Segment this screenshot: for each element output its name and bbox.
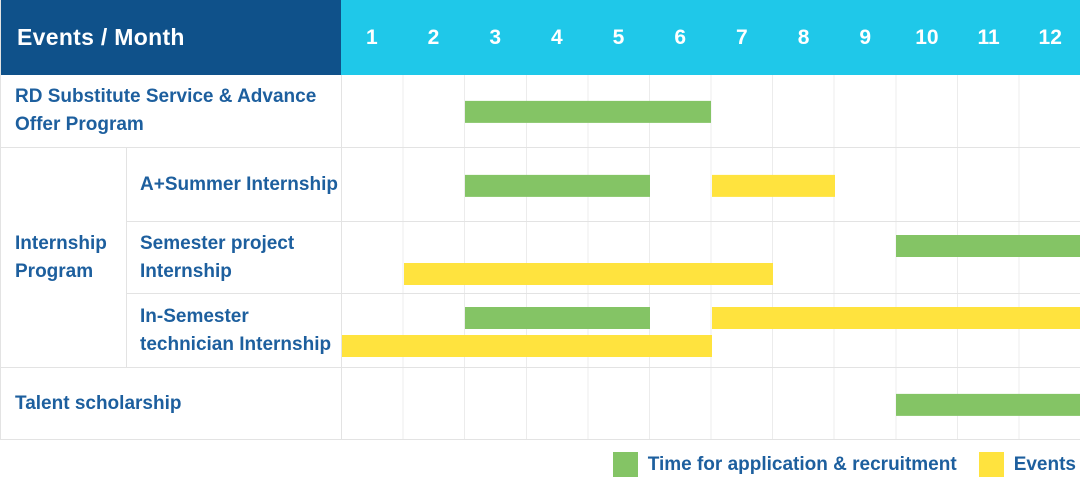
schedule-table: Events / Month 1 2 3 4 5 6 7 8 9 10 11 12 RD Substi…: [0, 0, 1080, 440]
row-label-in-semester-technician-internship: In-Semester technician Internship: [126, 294, 341, 368]
legend-item-events: Events: [978, 452, 1076, 477]
gantt-bar-application_recruitment: [896, 393, 1080, 416]
month-header-8: 8: [797, 25, 810, 49]
gantt-bar-application_recruitment: [465, 174, 650, 197]
month-header-6: 6: [674, 25, 687, 49]
table-header-title: Events / Month: [17, 24, 185, 50]
month-header-11: 11: [977, 25, 1000, 49]
row-label-rd-substitute-service: RD Substitute Service & Advance Offer Pr…: [1, 75, 341, 148]
gantt-bar-events: [403, 263, 774, 285]
row-label-talent-scholarship: Talent scholarship: [1, 368, 341, 440]
month-header-7: 7: [736, 25, 748, 49]
group-label-internship-program: Internship Program: [1, 148, 126, 368]
month-header-4: 4: [551, 25, 563, 49]
gantt-bar-application_recruitment: [465, 100, 712, 123]
legend-label-application-recruitment: Time for application & recruitment: [647, 453, 957, 475]
chart-row-in-semester-technician-internship: [341, 294, 1080, 368]
month-header-row: 1 2 3 4 5 6 7 8 9 10 11 12: [341, 0, 1080, 75]
legend-label-events: Events: [1013, 453, 1076, 475]
gantt-bar-application_recruitment: [465, 307, 650, 329]
legend: Time for application & recruitment Event…: [0, 452, 1076, 477]
month-header-1: 1: [365, 25, 378, 49]
month-header-5: 5: [612, 25, 625, 49]
month-header-3: 3: [489, 25, 502, 49]
row-label-a-plus-summer-internship: A+Summer Internship: [126, 148, 341, 222]
chart-row-talent-scholarship: [341, 368, 1080, 440]
row-label-semester-project-internship: Semester project Internship: [126, 222, 341, 294]
gantt-bar-application_recruitment: [896, 235, 1080, 257]
chart-row-a-plus-summer-internship: [341, 148, 1080, 222]
month-header-2: 2: [427, 25, 440, 49]
month-header-12: 12: [1038, 25, 1062, 49]
legend-item-application-recruitment: Time for application & recruitment: [612, 452, 957, 477]
gantt-bar-events: [711, 307, 1080, 329]
chart-row-rd-substitute-service: [341, 75, 1080, 148]
month-header-10: 10: [915, 25, 939, 49]
chart-row-semester-project-internship: [341, 222, 1080, 294]
legend-swatch-events: [978, 452, 1004, 477]
month-header-9: 9: [859, 25, 872, 49]
legend-swatch-application-recruitment: [612, 452, 638, 477]
gantt-bar-events: [711, 174, 835, 197]
gantt-bar-events: [342, 335, 712, 357]
table-header-events-month: Events / Month: [1, 0, 341, 75]
